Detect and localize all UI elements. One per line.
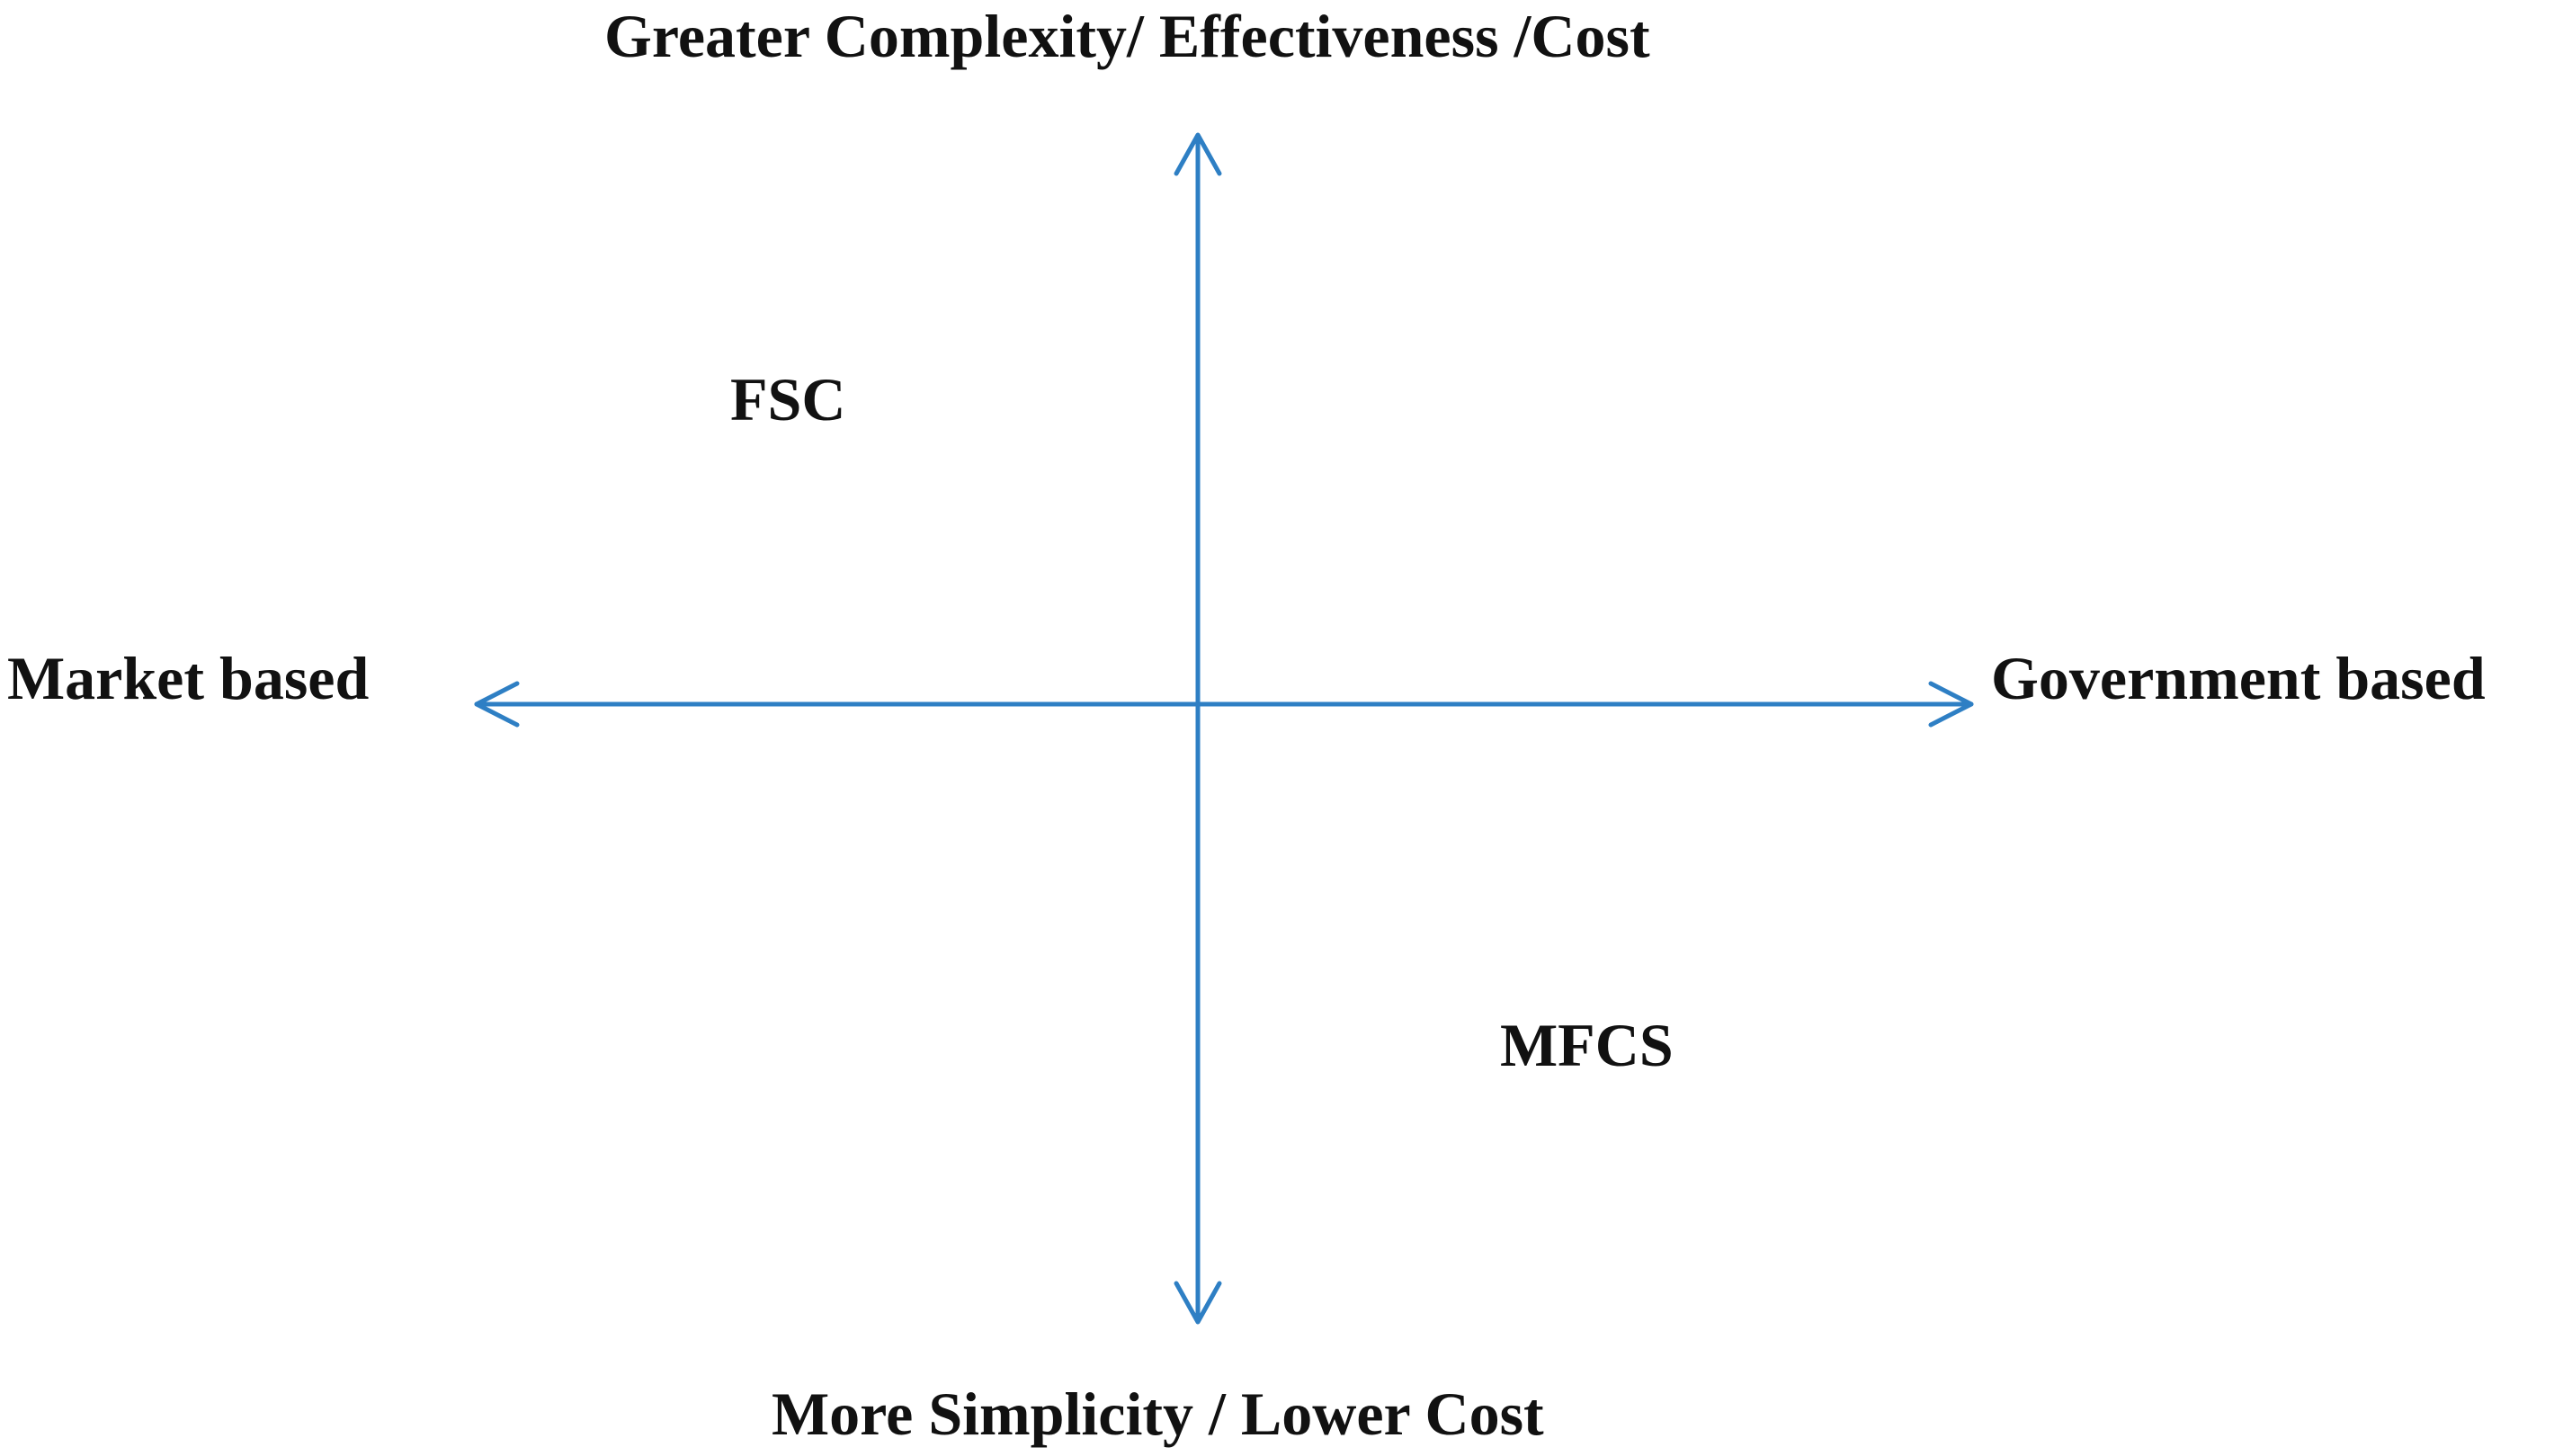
arrow-up-head [1174, 132, 1222, 176]
top-axis-label: Greater Complexity/ Effectiveness /Cost [604, 2, 1650, 70]
mfcs-label: MFCS [1500, 1011, 1674, 1079]
arrow-left-head [474, 681, 520, 728]
fsc-label: FSC [730, 365, 846, 433]
left-axis-label: Market based [7, 644, 370, 712]
arrow-down-head [1174, 1281, 1222, 1325]
right-axis-label: Government based [1991, 644, 2486, 712]
arrow-right-head [1928, 681, 1974, 728]
bottom-axis-label: More Simplicity / Lower Cost [772, 1380, 1544, 1448]
